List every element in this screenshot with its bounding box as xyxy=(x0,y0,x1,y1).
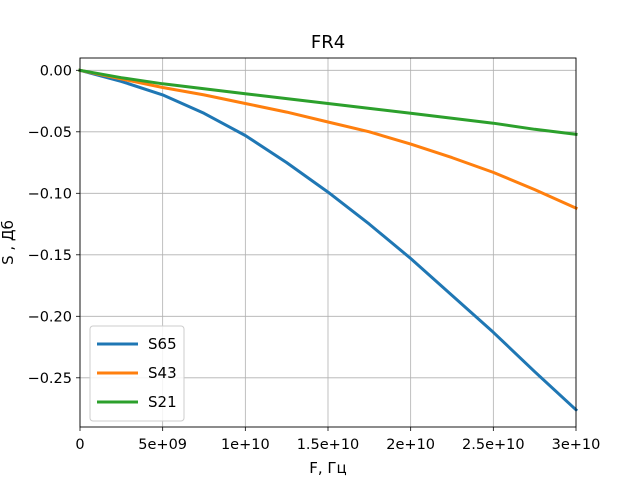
chart-title: FR4 xyxy=(311,32,345,53)
legend-label-s21: S21 xyxy=(148,393,177,411)
x-tick-label: 0 xyxy=(75,437,84,453)
y-tick-label: −0.25 xyxy=(28,371,72,387)
y-tick-label: −0.20 xyxy=(28,309,72,325)
x-tick-label: 2e+10 xyxy=(386,437,435,453)
series-line-s43 xyxy=(78,68,578,211)
legend-label-s65: S65 xyxy=(148,335,177,353)
x-tick-label: 1e+10 xyxy=(221,437,270,453)
y-axis-label: S , Дб xyxy=(0,220,17,265)
axis-ticks: 0 5e+09 1e+10 1.5e+10 2e+10 2.5e+10 3e+10 0.00 −… xyxy=(28,63,601,453)
series-line-s65 xyxy=(78,68,579,412)
series-lines xyxy=(78,68,579,412)
y-tick-label: 0.00 xyxy=(40,63,72,79)
x-axis-label: F, Гц xyxy=(309,459,347,477)
x-tick-label: 1.5e+10 xyxy=(297,437,360,453)
x-tick-label: 3e+10 xyxy=(552,437,601,453)
x-tick-label: 5e+09 xyxy=(138,437,187,453)
x-tick-label: 2.5e+10 xyxy=(462,437,525,453)
legend-label-s43: S43 xyxy=(148,364,177,382)
series-line-s21 xyxy=(78,68,578,136)
y-tick-label: −0.15 xyxy=(28,248,72,264)
y-tick-label: −0.05 xyxy=(28,125,72,141)
y-tick-label: −0.10 xyxy=(28,186,72,202)
legend: S65 S43 S21 xyxy=(89,325,185,422)
